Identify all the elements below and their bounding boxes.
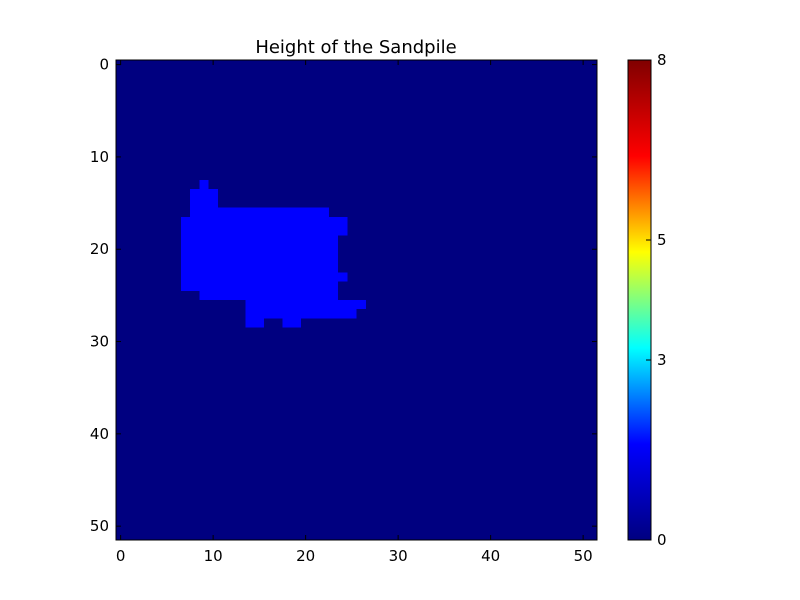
heatmap-cell-run [245,309,357,319]
heatmap-cell-run [190,198,218,208]
y-axis: 0 10 20 30 40 50 [90,56,597,535]
heatmap-cell-run [199,290,338,300]
x-axis: 0 10 20 30 40 50 [116,60,593,565]
colorbar-tick-label: 8 [657,51,667,69]
heatmap-cell-run [199,180,209,190]
y-tick-label: 30 [90,333,109,351]
heatmap-cell-run [180,272,348,282]
y-tick-label: 0 [99,56,109,74]
y-tick-label: 50 [90,517,109,535]
x-tick-label: 50 [574,547,593,565]
colorbar [627,59,652,541]
x-tick-label: 0 [116,547,126,565]
plot-frame [115,59,598,541]
colorbar-tick-label: 3 [657,351,667,369]
heatmap-cell-run [190,207,329,217]
colorbar-ticks: 0 3 5 8 [646,51,667,549]
y-tick-label: 40 [90,425,109,443]
heatmap-cell-run [180,216,348,227]
heatmap-cell-run [180,281,338,291]
heatmap-cell-run [180,226,348,236]
heatmap-cell-run [180,235,338,245]
heatmap-cell-run [180,244,338,254]
x-tick-label: 40 [481,547,500,565]
x-tick-label: 30 [389,547,408,565]
chart-title: Height of the Sandpile [255,37,456,58]
heatmap-cell-run [180,263,338,273]
x-tick-label: 10 [204,547,223,565]
colorbar-tick-label: 5 [657,231,667,249]
y-tick-label: 10 [90,148,109,166]
heatmap-cell-run [282,318,301,328]
y-tick-label: 20 [90,240,109,258]
heatmap-cell-run [190,189,218,199]
heatmap-cell-run [245,300,366,310]
heatmap-cell-run [180,253,338,264]
x-tick-label: 20 [296,547,315,565]
heatmap-cells [116,60,597,540]
colorbar-tick-label: 0 [657,531,667,549]
heatmap-cell-run [245,318,264,328]
